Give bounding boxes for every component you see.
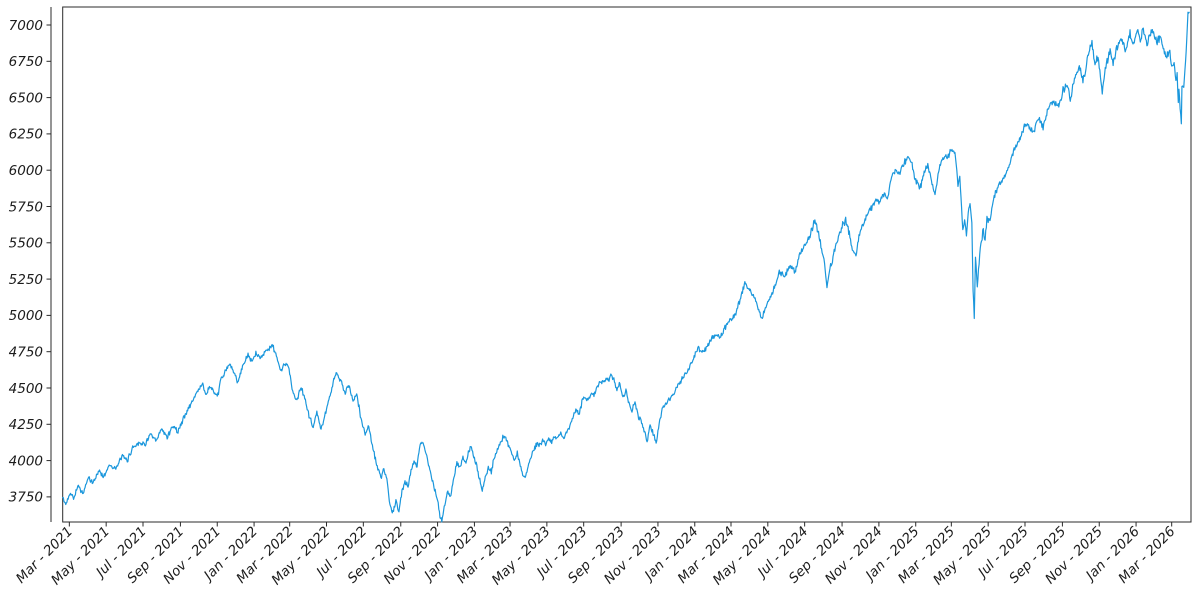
y-axis-tick-label: 5750 [9,199,43,215]
y-axis-tick-label: 6750 [9,54,43,70]
y-axis-tick-label: 6500 [9,90,43,106]
y-axis-tick-label: 5250 [9,272,43,288]
y-axis-tick-label: 5500 [9,236,43,252]
y-axis-tick-label: 5000 [9,308,43,324]
y-axis-tick-label: 3750 [9,490,43,506]
y-axis-tick-label: 4500 [9,381,43,397]
y-axis-tick-label: 6250 [9,127,43,143]
y-axis-tick-label: 6000 [9,163,43,179]
price-series-line [62,11,1190,523]
y-axis-tick-label: 7000 [9,18,43,34]
y-axis-tick-label: 4000 [9,453,43,469]
y-axis-tick-label: 4750 [9,344,43,360]
plot-border [62,6,1192,523]
y-axis-tick-label: 4250 [9,417,43,433]
